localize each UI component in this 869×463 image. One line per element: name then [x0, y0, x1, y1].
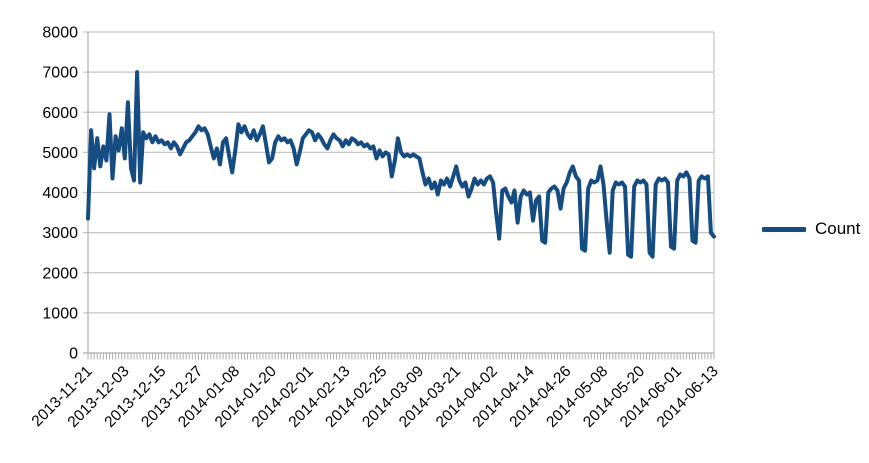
legend-label: Count	[815, 219, 861, 238]
y-tick-label: 8000	[42, 25, 78, 42]
y-tick-label: 2000	[42, 265, 78, 282]
y-tick-label: 7000	[42, 65, 78, 82]
legend: Count	[762, 219, 860, 239]
series-line-count	[86, 70, 716, 259]
y-tick-label: 5000	[42, 145, 78, 162]
y-tick-label: 0	[69, 346, 78, 363]
y-tick-label: 4000	[42, 185, 78, 202]
y-tick-label: 3000	[42, 225, 78, 242]
y-tick-label: 6000	[42, 105, 78, 122]
legend-line-swatch	[762, 226, 806, 232]
y-tick-label: 1000	[42, 305, 78, 322]
